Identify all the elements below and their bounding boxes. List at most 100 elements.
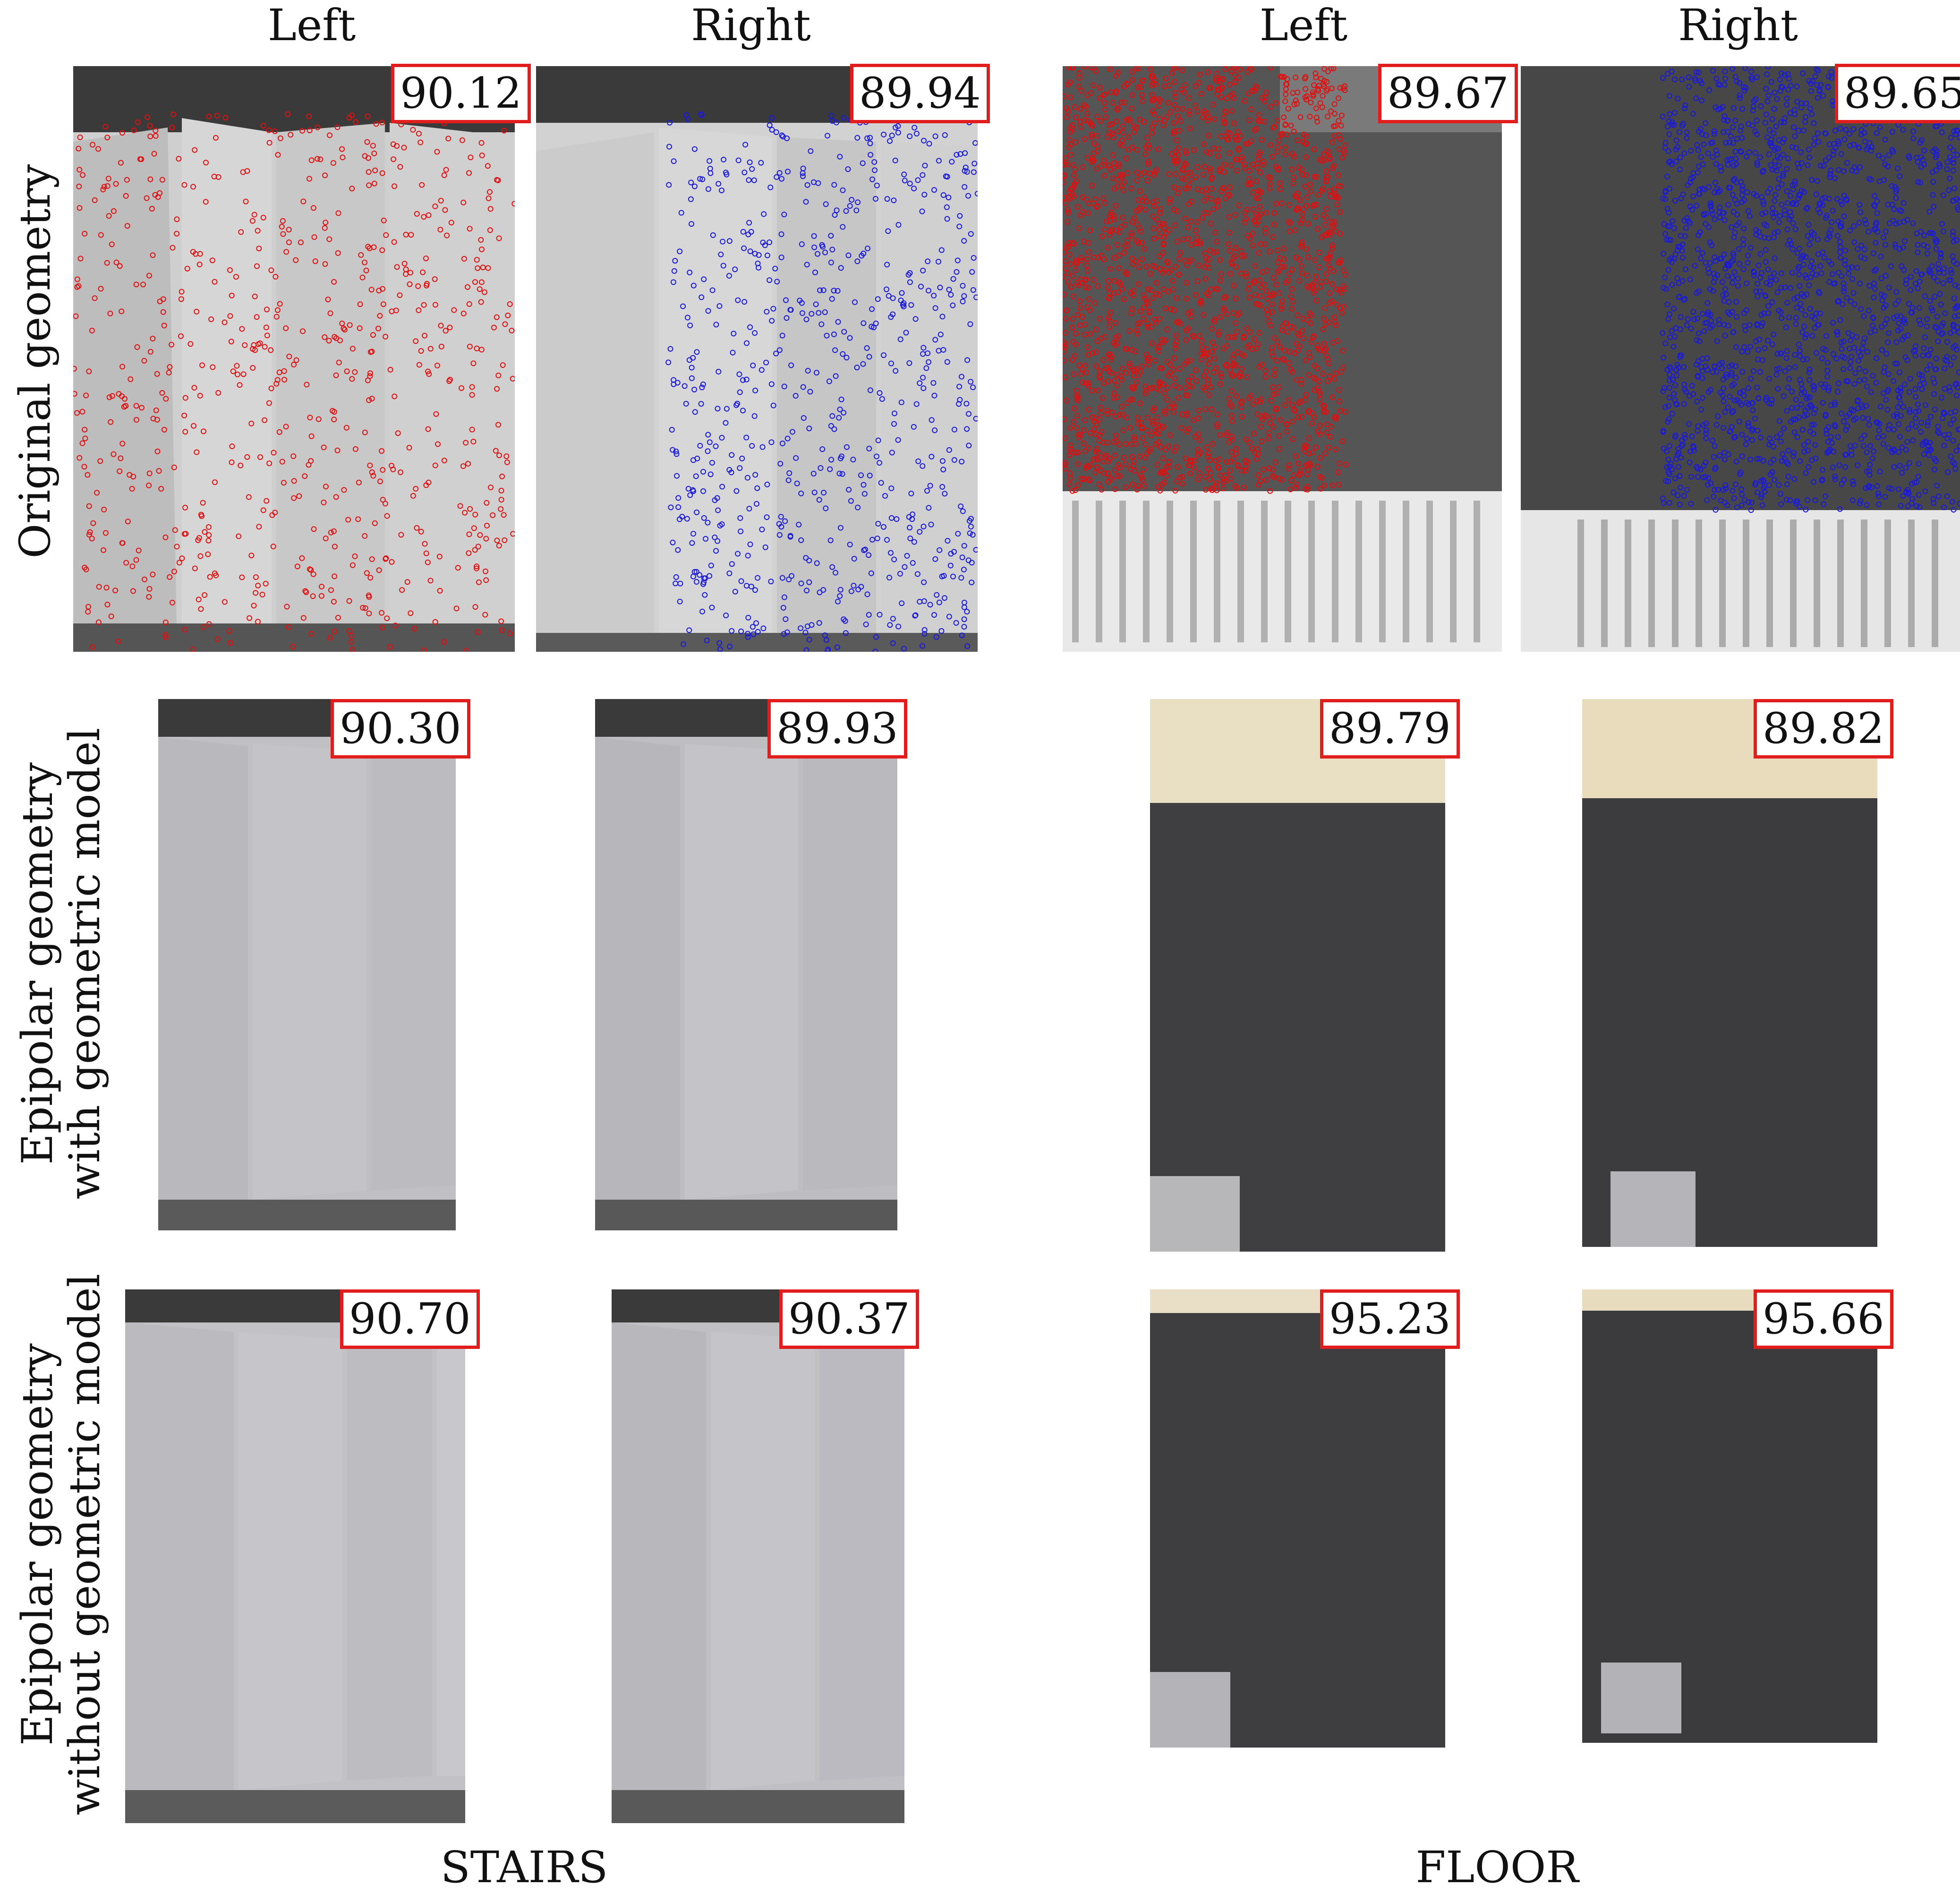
keypoint-marker <box>702 592 708 598</box>
keypoint-marker <box>1342 409 1348 415</box>
keypoint-marker <box>1864 469 1870 475</box>
keypoint-marker <box>1321 151 1327 157</box>
keypoint-marker <box>1063 358 1067 364</box>
keypoint-marker <box>1204 346 1210 352</box>
keypoint-marker <box>1722 76 1728 82</box>
keypoint-marker <box>1293 75 1299 80</box>
keypoint-marker <box>1256 330 1262 336</box>
keypoint-marker <box>1150 98 1155 104</box>
keypoint-marker <box>1085 155 1091 161</box>
keypoint-marker <box>755 629 761 635</box>
keypoint-marker <box>1784 481 1790 487</box>
keypoint-marker <box>1286 466 1292 472</box>
keypoint-marker <box>1706 224 1712 230</box>
keypoint-marker <box>1667 223 1673 229</box>
keypoint-marker <box>1862 256 1868 262</box>
keypoint-marker <box>1790 417 1796 423</box>
keypoint-marker <box>1908 309 1914 316</box>
keypoint-marker <box>197 553 204 559</box>
keypoint-marker <box>96 584 102 590</box>
keypoint-marker <box>370 473 376 479</box>
keypoint-marker <box>1071 419 1076 425</box>
keypoint-marker <box>1206 256 1212 262</box>
keypoint-marker <box>1838 244 1843 250</box>
keypoint-marker <box>1752 150 1758 156</box>
keypoint-marker <box>1676 129 1682 135</box>
keypoint-marker <box>376 567 382 573</box>
keypoint-marker <box>773 350 779 357</box>
keypoint-marker <box>920 345 927 351</box>
keypoint-marker <box>1244 344 1251 350</box>
keypoint-marker <box>778 255 784 260</box>
keypoint-marker <box>1194 240 1200 246</box>
keypoint-marker <box>1096 481 1102 487</box>
keypoint-marker <box>1133 258 1139 264</box>
keypoint-marker <box>1255 341 1261 347</box>
keypoint-marker <box>1781 119 1787 126</box>
keypoint-marker <box>1918 229 1924 235</box>
keypoint-marker <box>1232 134 1238 140</box>
keypoint-marker <box>1304 317 1310 323</box>
keypoint-marker <box>1799 329 1806 335</box>
keypoint-marker <box>333 372 339 378</box>
keypoint-marker <box>920 385 927 391</box>
keypoint-marker <box>1243 216 1249 222</box>
keypoint-marker <box>183 531 189 537</box>
keypoint-marker <box>1326 319 1332 325</box>
keypoint-marker <box>1706 184 1712 190</box>
keypoint-marker <box>1099 429 1105 435</box>
keypoint-marker <box>1227 184 1233 190</box>
keypoint-marker <box>921 627 928 633</box>
keypoint-marker <box>208 316 214 322</box>
keypoint-marker <box>827 537 834 544</box>
keypoint-marker <box>1311 414 1317 420</box>
keypoint-marker <box>1257 170 1263 176</box>
keypoint-marker <box>1064 398 1070 404</box>
keypoint-marker <box>1092 300 1098 306</box>
keypoint-marker <box>844 355 850 361</box>
keypoint-marker <box>1270 344 1276 350</box>
keypoint-marker <box>1696 330 1702 336</box>
keypoint-marker <box>959 632 965 639</box>
keypoint-marker <box>828 423 834 429</box>
keypoint-marker <box>1936 430 1942 436</box>
keypoint-marker <box>726 570 733 576</box>
keypoint-marker <box>334 124 341 130</box>
keypoint-marker <box>1908 375 1913 382</box>
header-floor-right: Right <box>1678 0 1798 51</box>
keypoint-marker <box>1294 377 1300 383</box>
keypoint-marker <box>1283 91 1289 97</box>
keypoint-marker <box>1195 447 1201 453</box>
keypoint-marker <box>1224 343 1230 349</box>
keypoint-marker <box>1875 435 1881 441</box>
keypoint-marker <box>1107 232 1113 238</box>
keypoint-marker <box>1067 475 1074 481</box>
keypoint-marker <box>778 231 784 237</box>
keypoint-marker <box>961 566 967 572</box>
keypoint-marker <box>479 153 485 158</box>
keypoint-marker <box>1770 205 1776 211</box>
keypoint-marker <box>1166 405 1172 411</box>
keypoint-marker <box>1175 113 1181 119</box>
keypoint-marker <box>1746 499 1752 505</box>
keypoint-marker <box>1099 253 1105 259</box>
keypoint-marker <box>764 514 770 520</box>
keypoint-marker <box>1291 174 1297 180</box>
keypoint-marker <box>1835 233 1841 239</box>
keypoint-marker <box>1866 422 1872 428</box>
keypoint-marker <box>1300 212 1306 218</box>
keypoint-marker <box>1708 140 1714 146</box>
keypoint-marker <box>200 624 206 630</box>
keypoint-marker <box>745 634 751 640</box>
keypoint-marker <box>1823 347 1829 353</box>
keypoint-marker <box>1268 66 1274 71</box>
keypoint-marker <box>1730 66 1736 72</box>
keypoint-marker <box>1288 293 1294 299</box>
keypoint-marker <box>939 458 946 464</box>
keypoint-marker <box>1666 385 1672 391</box>
keypoint-marker <box>369 396 375 401</box>
keypoint-marker <box>162 619 169 625</box>
keypoint-marker <box>244 168 250 174</box>
keypoint-marker <box>1677 166 1683 172</box>
keypoint-marker <box>1836 167 1842 173</box>
